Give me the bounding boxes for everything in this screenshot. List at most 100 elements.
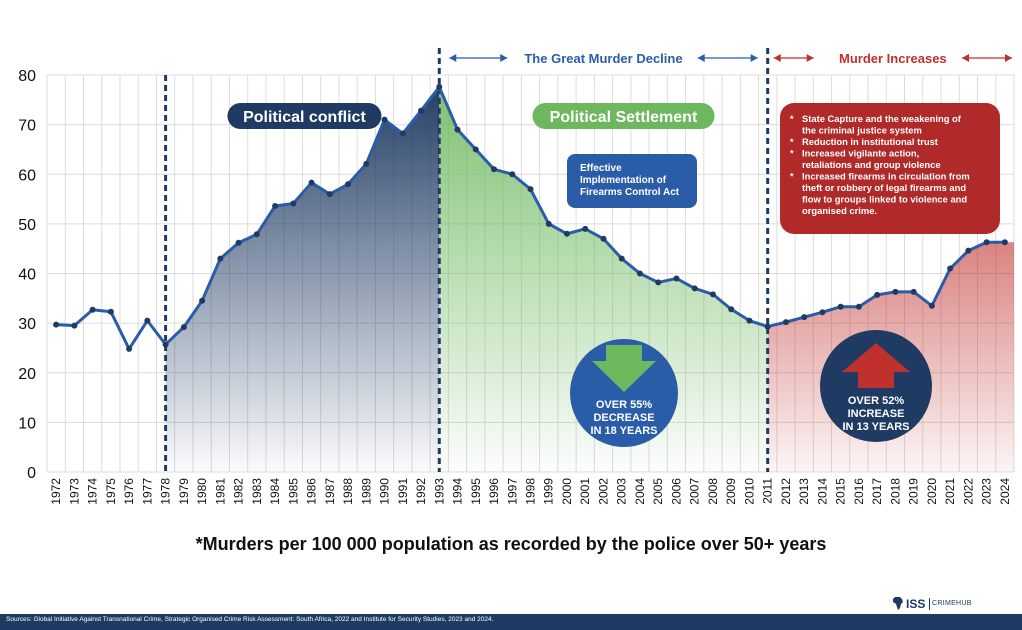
x-tick-label: 1988 <box>341 478 355 505</box>
data-point <box>326 191 333 198</box>
x-tick-label: 2002 <box>596 478 610 505</box>
x-tick-label: 1998 <box>524 478 538 505</box>
area-political-conflict <box>165 86 440 472</box>
data-point <box>308 179 315 186</box>
y-tick-label: 20 <box>18 366 36 383</box>
firearms-box-line: Effective <box>580 163 622 174</box>
x-tick-label: 1981 <box>213 478 227 505</box>
increase-circle-text: OVER 52% <box>848 395 904 407</box>
x-tick-label: 1996 <box>487 478 501 505</box>
data-point <box>71 322 78 329</box>
y-axis-labels: 0 10 20 30 40 50 60 70 80 <box>18 68 36 482</box>
x-tick-label: 1997 <box>505 478 519 505</box>
x-tick-label: 2016 <box>852 478 866 505</box>
increase-circle-text: IN 13 YEARS <box>842 421 909 433</box>
logo-separator <box>929 598 930 610</box>
data-point <box>363 160 370 167</box>
data-point <box>655 279 662 286</box>
decline-arrow-left-head-left <box>449 54 457 62</box>
data-point <box>162 341 169 348</box>
data-point <box>709 291 716 298</box>
x-tick-label: 1983 <box>250 478 264 505</box>
iss-crimehub-logo: ISS CRIMEHUB <box>888 596 978 612</box>
x-tick-label: 1994 <box>451 478 465 505</box>
data-point <box>180 324 187 331</box>
decrease-circle-text: OVER 55% <box>596 399 652 411</box>
x-tick-label: 2007 <box>688 478 702 505</box>
y-tick-label: 80 <box>18 68 36 85</box>
data-point <box>253 231 260 238</box>
data-point <box>272 203 279 210</box>
decrease-circle-text: IN 18 YEARS <box>590 425 657 437</box>
great-decline-label: The Great Murder Decline <box>524 51 682 66</box>
data-point <box>199 297 206 304</box>
data-point <box>126 345 133 352</box>
x-tick-label: 2011 <box>761 478 775 504</box>
state-capture-text: Increased vigilante action, <box>802 148 919 159</box>
x-tick-label: 1982 <box>232 478 246 505</box>
data-point <box>801 314 808 321</box>
data-point <box>472 146 479 153</box>
bullet-marker: * <box>790 149 794 159</box>
x-tick-label: 2019 <box>907 478 921 505</box>
increase-arrow-right <box>962 54 1012 62</box>
data-point <box>144 317 151 324</box>
data-point <box>235 239 242 246</box>
decline-arrow-right-head-right <box>750 54 758 62</box>
political-settlement-pill <box>532 103 715 129</box>
x-tick-label: 1980 <box>195 478 209 505</box>
data-point <box>418 107 425 114</box>
decline-arrow-right <box>697 54 758 62</box>
state-capture-text: State Capture and the weakening of <box>802 113 962 124</box>
x-tick-label: 2022 <box>961 478 975 505</box>
x-tick-label: 1972 <box>49 478 63 505</box>
data-point <box>965 247 972 254</box>
data-point <box>691 285 698 292</box>
data-point <box>983 239 990 246</box>
data-point <box>837 303 844 310</box>
data-point <box>89 306 96 313</box>
data-point <box>855 303 862 310</box>
sources-text: Sources: Global Initiative Against Trans… <box>6 616 494 623</box>
data-point <box>290 200 297 207</box>
political-conflict-pill <box>227 103 382 129</box>
data-point <box>928 302 935 309</box>
x-tick-label: 1989 <box>359 478 373 505</box>
chart-caption: *Murders per 100 000 population as recor… <box>195 534 827 554</box>
x-tick-label: 2004 <box>633 478 647 505</box>
decline-arrow-left-head-right <box>500 54 508 62</box>
x-tick-label: 2003 <box>615 478 629 505</box>
political-conflict-label: Political conflict <box>243 109 366 126</box>
decline-arrow-right-head-left <box>697 54 705 62</box>
data-point <box>636 270 643 277</box>
increase-arrow-right-head-right <box>1005 54 1012 62</box>
state-capture-text: Reduction in institutional trust <box>802 136 938 147</box>
x-tick-label: 2009 <box>724 478 738 505</box>
x-tick-label: 1978 <box>159 478 173 505</box>
firearms-box <box>567 154 697 208</box>
data-point <box>545 220 552 227</box>
data-point <box>527 186 534 193</box>
data-point <box>618 255 625 262</box>
data-points <box>53 83 1008 352</box>
x-tick-label: 1999 <box>542 478 556 505</box>
x-tick-label: 2010 <box>742 478 756 505</box>
data-point <box>53 321 60 328</box>
data-point <box>399 130 406 137</box>
x-tick-label: 1995 <box>469 478 483 505</box>
decline-arrow-left <box>449 54 508 62</box>
x-tick-label: 2020 <box>925 478 939 505</box>
x-axis-labels: 1972 1973 1974 1975 1976 1977 1978 1979 1980 1981… <box>49 478 1012 505</box>
data-point <box>600 235 607 242</box>
data-point <box>874 291 881 298</box>
x-tick-label: 1987 <box>323 478 337 505</box>
state-capture-text: flow to groups linked to violence and <box>802 194 967 205</box>
data-point <box>947 265 954 272</box>
firearms-box-line: Implementation of <box>580 175 667 186</box>
x-tick-label: 2018 <box>888 478 902 505</box>
x-tick-label: 2013 <box>797 478 811 505</box>
increase-circle-text: INCREASE <box>848 408 905 420</box>
state-capture-text: organised crime. <box>802 205 877 216</box>
